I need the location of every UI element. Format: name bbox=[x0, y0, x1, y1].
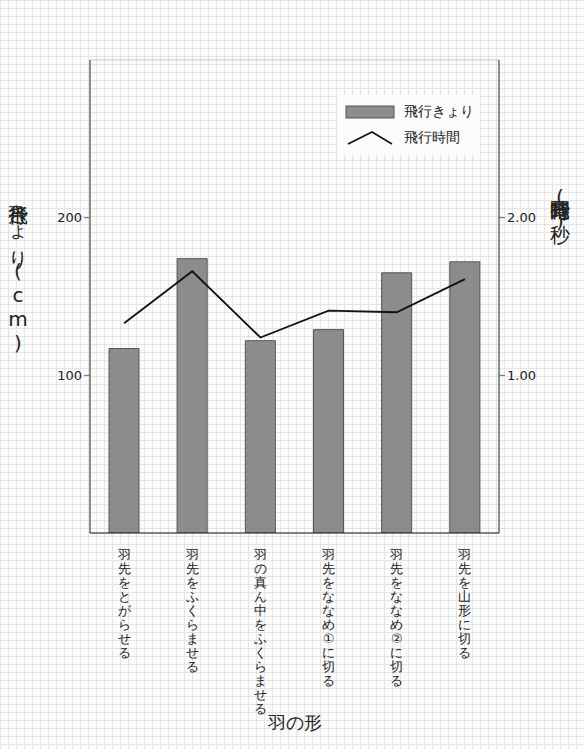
svg-text:2.00: 2.00 bbox=[507, 210, 536, 225]
svg-text:ん: ん bbox=[254, 589, 267, 604]
svg-text:な: な bbox=[322, 603, 335, 618]
svg-text:る: る bbox=[322, 673, 335, 688]
svg-text:く: く bbox=[186, 603, 199, 618]
svg-text:と: と bbox=[118, 589, 131, 604]
svg-text:に: に bbox=[458, 617, 471, 632]
svg-text:切: 切 bbox=[322, 659, 335, 674]
svg-text:羽: 羽 bbox=[185, 547, 199, 562]
svg-text:先: 先 bbox=[458, 561, 471, 576]
html-text:飛行時間(秒): 飛行時間(秒) bbox=[548, 185, 572, 233]
svg-text:先: 先 bbox=[322, 561, 335, 576]
svg-text:る: る bbox=[254, 701, 267, 716]
svg-text:な: な bbox=[322, 589, 335, 604]
svg-text:を: を bbox=[118, 575, 131, 590]
svg-text:な: な bbox=[390, 589, 403, 604]
svg-text:め: め bbox=[390, 617, 403, 632]
svg-text:せ: せ bbox=[186, 645, 199, 660]
svg-text:ら: ら bbox=[254, 659, 267, 674]
svg-text:る: る bbox=[390, 673, 403, 688]
svg-text:真: 真 bbox=[254, 575, 267, 590]
svg-text:先: 先 bbox=[186, 561, 199, 576]
svg-text:1.00: 1.00 bbox=[507, 368, 536, 383]
svg-text:せ: せ bbox=[118, 631, 131, 646]
svg-text:山: 山 bbox=[458, 589, 471, 604]
svg-text:を: を bbox=[322, 575, 335, 590]
svg-text:く: く bbox=[254, 645, 267, 660]
svg-text:羽の形: 羽の形 bbox=[267, 712, 322, 733]
svg-text:ま: ま bbox=[186, 631, 199, 646]
svg-text:せ: せ bbox=[254, 687, 267, 702]
svg-text:ふ: ふ bbox=[185, 589, 199, 604]
svg-text:先: 先 bbox=[390, 561, 403, 576]
html-text:飛行きょり: 飛行きょり bbox=[404, 103, 474, 119]
svg-text:先: 先 bbox=[118, 561, 131, 576]
svg-text:ら: ら bbox=[118, 617, 131, 632]
svg-text:の: の bbox=[254, 561, 267, 576]
svg-text:羽: 羽 bbox=[389, 547, 403, 562]
svg-text:に: に bbox=[322, 645, 335, 660]
svg-text:に: に bbox=[390, 645, 403, 660]
svg-text:を: を bbox=[458, 575, 471, 590]
svg-text:切: 切 bbox=[390, 659, 403, 674]
svg-text:る: る bbox=[186, 659, 199, 674]
svg-text:①: ① bbox=[323, 631, 335, 646]
svg-text:ふ: ふ bbox=[253, 631, 267, 646]
svg-text:を: を bbox=[186, 575, 199, 590]
svg-text:ま: ま bbox=[254, 673, 267, 688]
svg-text:羽: 羽 bbox=[117, 547, 131, 562]
svg-text:中: 中 bbox=[254, 603, 267, 618]
svg-text:ら: ら bbox=[186, 617, 199, 632]
svg-text:な: な bbox=[390, 603, 403, 618]
svg-text:切: 切 bbox=[458, 631, 471, 646]
svg-text:る: る bbox=[118, 645, 131, 660]
svg-text:め: め bbox=[322, 617, 335, 632]
svg-text:る: る bbox=[458, 645, 471, 660]
html-text:飛行きょり(cm): 飛行きょり(cm) bbox=[6, 190, 30, 355]
svg-text:形: 形 bbox=[458, 603, 471, 618]
svg-text:②: ② bbox=[391, 631, 403, 646]
svg-text:を: を bbox=[254, 617, 267, 632]
svg-text:が: が bbox=[118, 603, 132, 618]
svg-text:200: 200 bbox=[57, 210, 82, 225]
svg-text:を: を bbox=[390, 575, 403, 590]
svg-text:羽: 羽 bbox=[253, 547, 267, 562]
svg-text:羽: 羽 bbox=[457, 547, 471, 562]
html-text:飛行時間: 飛行時間 bbox=[404, 129, 460, 145]
svg-text:100: 100 bbox=[57, 368, 82, 383]
svg-text:羽: 羽 bbox=[321, 547, 335, 562]
